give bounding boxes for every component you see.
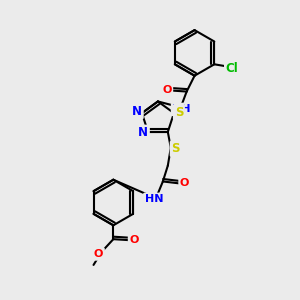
Text: O: O bbox=[180, 178, 189, 188]
Text: N: N bbox=[132, 105, 142, 118]
Text: O: O bbox=[162, 85, 172, 94]
Text: S: S bbox=[175, 106, 183, 118]
Text: O: O bbox=[130, 235, 139, 245]
Text: S: S bbox=[172, 142, 180, 155]
Text: O: O bbox=[94, 249, 103, 259]
Text: HN: HN bbox=[145, 194, 163, 204]
Text: NH: NH bbox=[172, 104, 191, 114]
Text: Cl: Cl bbox=[226, 62, 239, 75]
Text: N: N bbox=[138, 126, 148, 140]
